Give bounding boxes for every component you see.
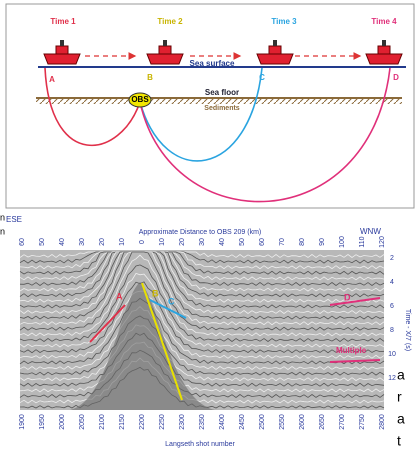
top-axis-title: Approximate Distance to OBS 209 (km) [139,229,262,236]
ship-stack [273,40,277,46]
station-label: C [259,73,265,82]
bottom-axis-title: Langseth shot number [165,441,235,448]
time-label: Time 2 [157,17,183,26]
section-label: B [152,288,159,298]
bottom-tick-label: 2600 [299,414,306,430]
top-tick-label: 70 [279,238,286,246]
fragment: a [397,367,405,383]
top-tick-label: 20 [179,238,186,246]
fragment: t [397,433,401,449]
bottom-tick-label: 2250 [159,414,166,430]
top-tick-label: 110 [359,236,366,247]
section-label: C [168,296,175,306]
right-tick-label: 10 [388,351,396,358]
fragment: n [0,212,5,222]
bottom-tick-label: 2450 [239,414,246,430]
fragment: n [0,226,5,236]
top-tick-label: 0 [139,240,146,244]
ship [147,54,183,64]
ship-cabin [56,46,68,54]
ship-cabin [159,46,171,54]
bottom-tick-label: 2500 [259,414,266,430]
obs-label: OBS [131,95,149,104]
sediments-label: Sediments [204,105,240,112]
time-label: Time 3 [271,17,297,26]
ship [366,54,402,64]
direction-label: WNW [360,227,381,236]
sea-surface-label: Sea surface [190,59,235,68]
top-tick-label: 30 [79,238,86,246]
right-tick-label: 2 [390,255,394,262]
top-tick-label: 10 [159,238,166,246]
bottom-tick-label: 1900 [19,414,26,430]
top-tick-label: 80 [299,238,306,246]
section-label: Multiple [336,346,367,355]
bottom-tick-label: 2300 [179,414,186,430]
bottom-tick-label: 2650 [319,414,326,430]
top-tick-label: 10 [119,238,126,246]
top-tick-label: 100 [339,236,346,248]
right-tick-label: 8 [390,327,394,334]
bottom-tick-label: 2400 [219,414,226,430]
bottom-tick-label: 2150 [119,414,126,430]
bottom-tick-label: 2750 [359,414,366,430]
page: {"diagram": { "times": ["Time 1", "Time … [0,0,419,451]
bottom-tick-label: 2700 [339,414,346,430]
top-tick-label: 20 [99,238,106,246]
ship-cabin [269,46,281,54]
station-label: B [147,73,153,82]
section-label: D [344,292,351,302]
top-tick-label: 60 [19,238,26,246]
bottom-tick-label: 2000 [59,414,66,430]
ship-stack [60,40,64,46]
time-label: Time 1 [50,17,76,26]
sea-floor-label: Sea floor [205,88,239,97]
fragment: r [397,389,402,405]
top-tick-label: 40 [59,238,66,246]
right-tick-label: 6 [390,303,394,310]
figure: OBS Sea surface Sea floor Sediments Time… [0,0,419,451]
top-tick-label: 40 [219,238,226,246]
bottom-tick-label: 2200 [139,414,146,430]
right-axis-title: Time - X/7 (s) [404,309,411,351]
right-tick-label: 4 [390,279,394,286]
ship [44,54,80,64]
top-tick-label: 50 [39,238,46,246]
bottom-tick-label: 2550 [279,414,286,430]
ship-cabin [378,46,390,54]
top-tick-label: 120 [379,236,386,248]
top-tick-label: 90 [319,238,326,246]
time-label: Time 4 [371,17,397,26]
bottom-tick-label: 2800 [379,414,386,430]
ship-stack [382,40,386,46]
top-tick-label: 60 [259,238,266,246]
station-label: A [49,75,55,84]
right-tick-label: 12 [388,375,396,382]
bottom-tick-label: 1950 [39,414,46,430]
fragment: a [397,411,405,427]
section-label: A [116,291,123,301]
top-tick-label: 30 [199,238,206,246]
direction-label: ESE [6,215,22,224]
ship-stack [163,40,167,46]
bottom-tick-label: 2350 [199,414,206,430]
station-label: D [393,73,399,82]
bottom-tick-label: 2100 [99,414,106,430]
ship [257,54,293,64]
bottom-tick-label: 2050 [79,414,86,430]
top-tick-label: 50 [239,238,246,246]
seismic-image [20,250,384,410]
